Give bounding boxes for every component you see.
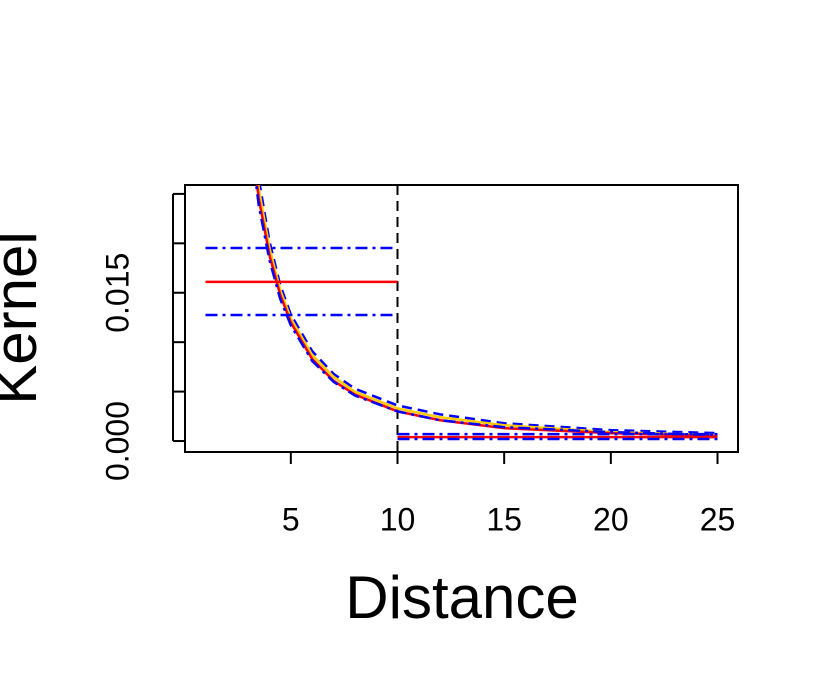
x-tick-label: 15	[486, 501, 522, 537]
plot-box	[184, 184, 739, 453]
x-tick-label: 25	[700, 501, 736, 537]
line	[258, 185, 718, 435]
y-tick-label: 0.000	[99, 401, 135, 481]
line	[255, 185, 718, 438]
x-tick-label: 10	[380, 501, 416, 537]
y-axis-title: Kernel	[0, 231, 49, 404]
line	[254, 185, 718, 437]
x-axis-title: Distance	[345, 564, 578, 631]
x-tick-label: 5	[282, 501, 300, 537]
plot-area	[205, 185, 718, 452]
x-tick-label: 20	[593, 501, 629, 537]
y-tick-label: 0.015	[99, 253, 135, 333]
line	[257, 185, 718, 437]
